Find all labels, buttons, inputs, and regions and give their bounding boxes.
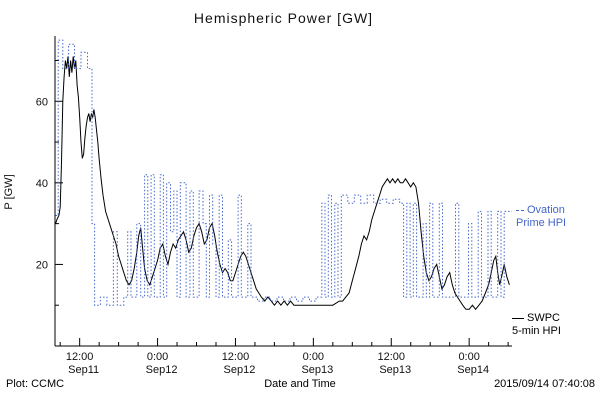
- x-tick-time-label: 12:00: [66, 351, 94, 363]
- x-tick-date-label: Sep12: [146, 364, 178, 376]
- swpc-line-swatch: [512, 317, 524, 319]
- chart-title: Hemispheric Power [GW]: [193, 10, 374, 26]
- x-tick-date-label: Sep13: [301, 364, 333, 376]
- legend-ovation-label1: Ovation: [527, 204, 565, 216]
- x-tick-date-label: Sep12: [224, 364, 256, 376]
- x-tick-time-label: 0:00: [458, 351, 479, 363]
- x-tick-date-label: Sep14: [457, 364, 489, 376]
- x-tick-date-label: Sep13: [379, 364, 411, 376]
- timestamp-label: 2015/09/14 07:40:08: [494, 378, 595, 390]
- x-tick-time-label: 12:00: [377, 351, 405, 363]
- y-tick-label: 60: [36, 96, 48, 108]
- series-swpc-5-min-hpi: [55, 56, 510, 311]
- plot-source-label: Plot: CCMC: [6, 378, 65, 390]
- series-ovation-prime-hpi: [55, 39, 512, 306]
- legend-ovation-line2: Prime HPI: [516, 217, 567, 229]
- ovation-line-swatch: [516, 209, 524, 211]
- x-tick-time-label: 0:00: [303, 351, 324, 363]
- legend-swpc-line1: SWPC: [512, 312, 561, 325]
- legend-ovation-line1: Ovation: [516, 204, 566, 217]
- x-tick-time-label: 12:00: [222, 351, 250, 363]
- legend-swpc: SWPC 5-min HPI: [512, 312, 561, 338]
- x-tick-date-label: Sep11: [68, 364, 99, 376]
- y-tick-label: 20: [36, 259, 48, 271]
- legend-swpc-label1: SWPC: [527, 312, 560, 324]
- legend-swpc-line2: 5-min HPI: [512, 325, 561, 337]
- y-axis-label: P [GW]: [3, 174, 15, 210]
- legend-ovation: Ovation Prime HPI: [516, 204, 566, 230]
- y-tick-label: 40: [36, 178, 48, 190]
- x-tick-time-label: 0:00: [147, 351, 168, 363]
- x-axis-label: Date and Time: [264, 378, 336, 390]
